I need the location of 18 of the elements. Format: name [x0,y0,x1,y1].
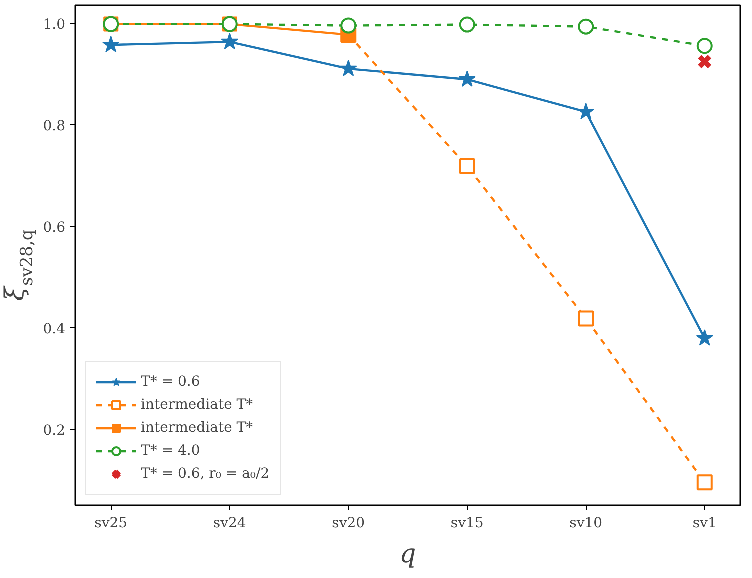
y-tick-label: 1.0 [43,16,66,33]
x-tick-label: sv20 [332,516,366,532]
legend-label: T* = 0.6, r₀ = a₀/2 [141,466,270,482]
x-tick-label: sv15 [450,516,484,532]
legend-label: intermediate T* [141,397,254,413]
y-axis-title: ξsv28,q [0,230,38,302]
x-axis-title: q [400,540,416,570]
x-tick-label: sv25 [94,516,128,532]
x-tick-label: sv10 [570,516,603,532]
x-tick-label: sv1 [692,516,717,532]
legend-label: intermediate T* [141,420,254,436]
x-tick-label: sv24 [213,516,246,532]
y-tick-label: 0.6 [43,220,66,236]
legend-label: T* = 0.6 [141,374,200,390]
y-tick-label: 0.8 [43,118,66,134]
y-tick-label: 0.4 [43,321,66,338]
legend-label: T* = 4.0 [141,443,200,459]
y-tick-label: 0.2 [43,422,66,439]
